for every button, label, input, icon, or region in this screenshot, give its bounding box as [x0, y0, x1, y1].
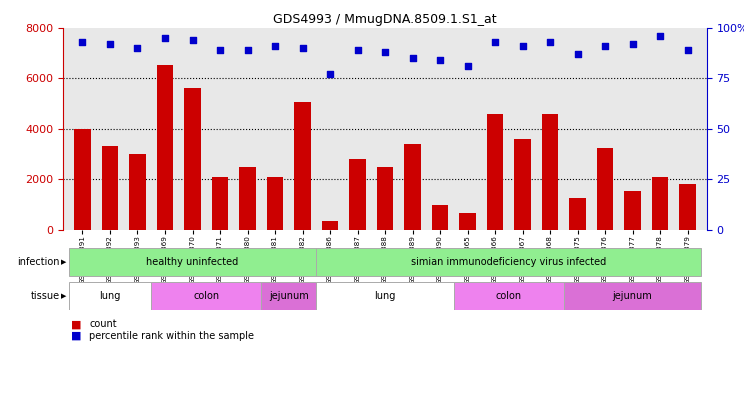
Bar: [74, 129, 91, 230]
Point: [324, 71, 336, 77]
Text: jejunum: jejunum: [612, 291, 652, 301]
Text: lung: lung: [99, 291, 121, 301]
Bar: [212, 177, 228, 230]
Bar: [102, 147, 118, 230]
Bar: [624, 191, 641, 230]
Bar: [432, 205, 449, 230]
Bar: [404, 144, 421, 230]
Bar: [569, 198, 586, 230]
Text: infection: infection: [17, 257, 60, 267]
Point: [104, 40, 116, 47]
Bar: [261, 281, 316, 310]
Point: [544, 39, 556, 45]
Bar: [157, 66, 173, 230]
Point: [77, 39, 89, 45]
Bar: [295, 102, 311, 230]
Point: [214, 47, 226, 53]
Bar: [316, 281, 454, 310]
Bar: [185, 88, 201, 230]
Bar: [487, 114, 503, 230]
Bar: [68, 281, 151, 310]
Point: [516, 42, 528, 49]
Title: GDS4993 / MmugDNA.8509.1.S1_at: GDS4993 / MmugDNA.8509.1.S1_at: [273, 13, 497, 26]
Point: [187, 37, 199, 43]
Point: [626, 40, 638, 47]
Bar: [151, 281, 261, 310]
Bar: [597, 148, 613, 230]
Point: [159, 35, 171, 41]
Text: count: count: [89, 319, 117, 329]
Text: lung: lung: [374, 291, 396, 301]
Text: percentile rank within the sample: percentile rank within the sample: [89, 331, 254, 341]
Bar: [129, 154, 146, 230]
Bar: [564, 281, 702, 310]
Text: ■: ■: [71, 319, 81, 329]
Text: ▶: ▶: [61, 293, 66, 299]
Text: colon: colon: [193, 291, 219, 301]
Point: [461, 63, 473, 69]
Bar: [542, 114, 558, 230]
Bar: [652, 177, 668, 230]
Point: [352, 47, 364, 53]
Bar: [240, 167, 256, 230]
Point: [489, 39, 501, 45]
Text: tissue: tissue: [31, 291, 60, 301]
Bar: [459, 213, 475, 230]
Text: jejunum: jejunum: [269, 291, 309, 301]
Point: [379, 49, 391, 55]
Bar: [679, 184, 696, 230]
Point: [132, 44, 144, 51]
Bar: [349, 159, 366, 230]
Text: ▶: ▶: [61, 259, 66, 265]
Point: [406, 55, 418, 61]
Bar: [267, 177, 283, 230]
Point: [434, 57, 446, 63]
Bar: [376, 167, 394, 230]
Point: [654, 33, 666, 39]
Bar: [454, 281, 564, 310]
Text: ■: ■: [71, 331, 81, 341]
Text: healthy uninfected: healthy uninfected: [147, 257, 239, 267]
Text: simian immunodeficiency virus infected: simian immunodeficiency virus infected: [411, 257, 606, 267]
Point: [599, 42, 611, 49]
Point: [297, 44, 309, 51]
Point: [269, 42, 281, 49]
Point: [571, 51, 583, 57]
Bar: [514, 139, 530, 230]
Bar: [321, 221, 339, 230]
Bar: [68, 248, 316, 277]
Text: colon: colon: [496, 291, 522, 301]
Point: [242, 47, 254, 53]
Bar: [316, 248, 702, 277]
Point: [682, 47, 693, 53]
